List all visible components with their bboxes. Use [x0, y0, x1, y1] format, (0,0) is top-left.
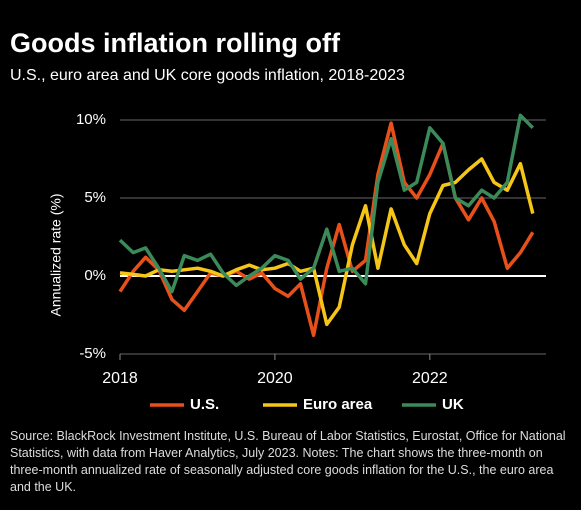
- x-tick-label: 2018: [102, 370, 138, 387]
- x-tick-label: 2022: [412, 370, 448, 387]
- legend-label: UK: [442, 396, 464, 413]
- y-axis-label: Annualized rate (%): [48, 194, 64, 317]
- legend-label: U.S.: [190, 396, 219, 413]
- chart-title: Goods inflation rolling off: [10, 28, 341, 58]
- series-line: [118, 121, 535, 338]
- series-line: [118, 113, 535, 294]
- x-tick-label: 2020: [257, 370, 293, 387]
- legend-label: Euro area: [303, 396, 373, 413]
- source-note: Source: BlackRock Investment Institute, …: [10, 429, 566, 494]
- y-tick-label: 10%: [76, 111, 106, 128]
- y-tick-label: 5%: [84, 189, 106, 206]
- chart: Goods inflation rolling off U.S., euro a…: [10, 28, 546, 413]
- series-line: [119, 157, 535, 327]
- chart-subtitle: U.S., euro area and UK core goods inflat…: [10, 67, 405, 84]
- y-tick-label: 0%: [84, 267, 106, 284]
- y-tick-label: -5%: [79, 345, 106, 362]
